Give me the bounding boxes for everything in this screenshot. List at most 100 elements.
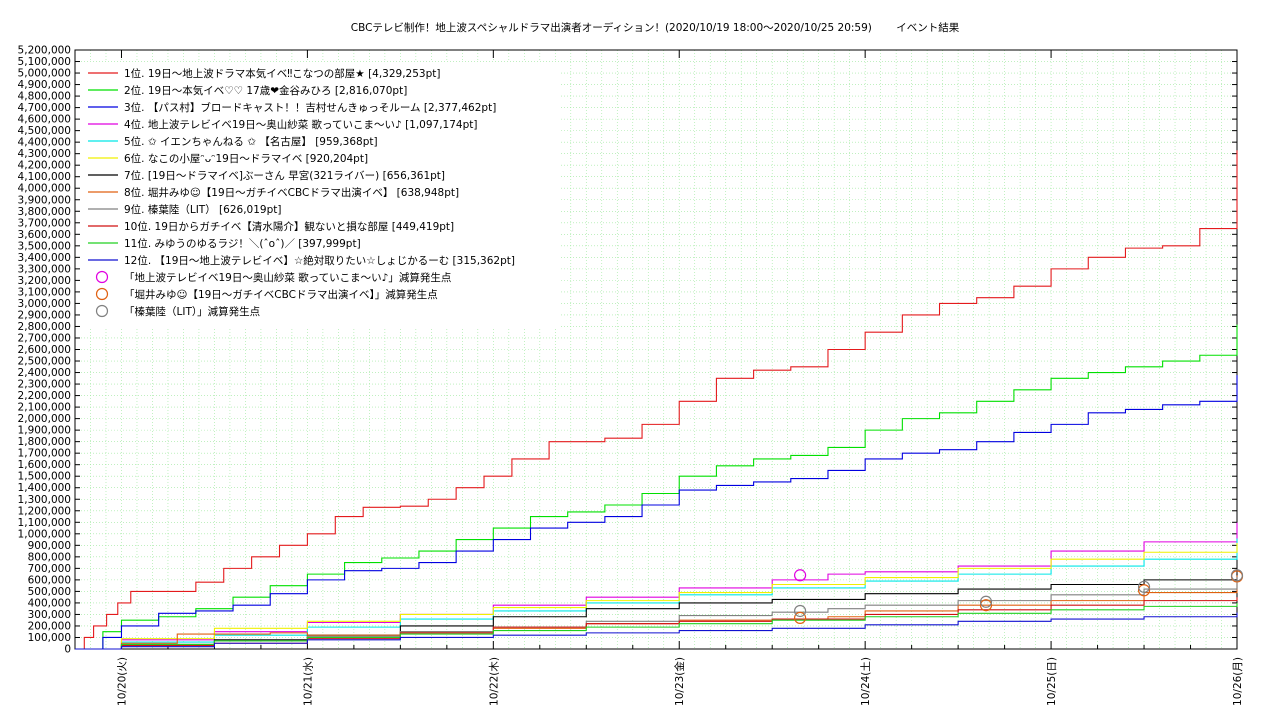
y-tick-label: 2,800,000 <box>18 321 71 333</box>
x-tick-label: 10/25(日) <box>1046 657 1058 706</box>
y-tick-label: 3,700,000 <box>18 217 71 229</box>
legend-marker <box>95 304 109 318</box>
y-tick-label: 4,900,000 <box>18 79 71 91</box>
y-tick-label: 3,600,000 <box>18 229 71 241</box>
series-line-8 <box>75 575 1238 650</box>
y-tick-label: 3,400,000 <box>18 252 71 264</box>
legend-label: 1位. 19日〜地上波ドラマ本気イベ‼こなつの部屋★ [4,329,253pt] <box>124 67 440 80</box>
y-tick-label: 4,600,000 <box>18 114 71 126</box>
subtraction-marker <box>1230 569 1244 582</box>
y-tick-label: 3,500,000 <box>18 240 71 252</box>
legend-label: 11位. みゆうのゆるラジ！＼(ˆoˆ)／ [397,999pt] <box>124 237 361 250</box>
y-tick-label: 1,700,000 <box>18 448 71 460</box>
chart-title: CBCテレビ制作！地上波スペシャルドラマ出演者オーディション！(2020/10/… <box>350 22 960 34</box>
y-tick-label: 2,500,000 <box>18 356 71 368</box>
y-tick-label: 4,400,000 <box>18 137 71 149</box>
series-line-7 <box>75 573 1238 650</box>
y-tick-label: 300,000 <box>28 609 71 621</box>
legend-label: 6位. なこの小屋ᵔᴗᵔ19日〜ドラマイベ [920,204pt] <box>124 152 368 165</box>
y-tick-label: 2,700,000 <box>18 332 71 344</box>
subtraction-marker <box>979 595 993 608</box>
subtraction-marker <box>793 569 807 582</box>
legend-label: 3位. 【パス村】ブロードキャスト！！吉村せんきゅっそルーム [2,377,46… <box>124 101 496 114</box>
y-tick-label: 5,200,000 <box>18 45 71 57</box>
y-tick-label: 700,000 <box>28 563 71 575</box>
legend-label: 10位. 19日からガチイベ【清水陽介】観ないと損な部屋 [449,419pt] <box>124 220 454 233</box>
series-line-12 <box>75 612 1238 650</box>
y-tick-label: 200,000 <box>28 620 71 632</box>
legend-marker <box>95 287 109 301</box>
y-tick-label: 4,000,000 <box>18 183 71 195</box>
y-tick-label: 4,200,000 <box>18 160 71 172</box>
legend-label: 「地上波テレビイベ19日〜奥山紗菜 歌っていこま〜い♪」減算発生点 <box>124 271 451 284</box>
y-tick-label: 4,800,000 <box>18 91 71 103</box>
legend-label: 8位. 堀井みゆ☺【19日〜ガチイベCBCドラマ出演イベ】 [638,948pt… <box>124 186 459 199</box>
y-tick-label: 500,000 <box>28 586 71 598</box>
x-tick-label: 10/22(木) <box>488 657 500 706</box>
y-tick-label: 2,000,000 <box>18 413 71 425</box>
legend-label: 7位. [19日〜ドラマイベ]ぶーさん 早宮(321ライバー) [656,361… <box>124 169 445 182</box>
y-tick-label: 100,000 <box>28 632 71 644</box>
y-tick-label: 2,900,000 <box>18 309 71 321</box>
legend-label: 2位. 19日〜本気イベ♡♡ 17歳❤金谷みひろ [2,816,070pt] <box>124 84 407 97</box>
series-line-6 <box>75 543 1238 650</box>
y-tick-label: 4,100,000 <box>18 171 71 183</box>
y-tick-label: 3,000,000 <box>18 298 71 310</box>
y-tick-label: 1,300,000 <box>18 494 71 506</box>
y-tick-label: 900,000 <box>28 540 71 552</box>
y-tick-label: 800,000 <box>28 551 71 563</box>
legend: 1位. 19日〜地上波ドラマ本気イベ‼こなつの部屋★ [4,329,253pt]… <box>80 62 560 327</box>
x-tick-label: 10/23(金) <box>673 657 686 706</box>
y-tick-label: 1,200,000 <box>18 505 71 517</box>
y-tick-label: 4,500,000 <box>18 125 71 137</box>
y-tick-label: 3,800,000 <box>18 206 71 218</box>
y-tick-label: 2,200,000 <box>18 390 71 402</box>
y-tick-label: 3,100,000 <box>18 286 71 298</box>
marker-layer <box>793 569 1244 624</box>
legend-label: 5位. ✩ イエンちゃんねる ✩ 【名古屋】 [959,368pt] <box>124 135 378 148</box>
subtraction-marker <box>1137 584 1151 597</box>
x-tick-label: 10/24(土) <box>859 657 872 706</box>
y-tick-label: 1,600,000 <box>18 459 71 471</box>
y-tick-label: 3,200,000 <box>18 275 71 287</box>
y-tick-label: 5,000,000 <box>18 68 71 80</box>
y-tick-label: 1,900,000 <box>18 425 71 437</box>
y-tick-label: 400,000 <box>28 597 71 609</box>
subtraction-marker <box>793 611 807 624</box>
legend-label: 12位. 【19日〜地上波テレビイベ】☆絶対取りたい☆しょじかるーむ [315,… <box>124 254 515 267</box>
y-tick-label: 2,400,000 <box>18 367 71 379</box>
series-line-9 <box>75 576 1238 650</box>
y-tick-label: 2,100,000 <box>18 402 71 414</box>
axis-layer: 0100,000200,000300,000400,000500,000600,… <box>18 45 1244 706</box>
y-tick-label: 4,300,000 <box>18 148 71 160</box>
y-tick-label: 2,300,000 <box>18 379 71 391</box>
y-tick-label: 5,100,000 <box>18 56 71 68</box>
series-layer <box>75 150 1238 650</box>
subtraction-marker <box>793 604 807 618</box>
subtraction-marker <box>1137 580 1151 593</box>
y-tick-label: 600,000 <box>28 574 71 586</box>
x-tick-label: 10/20(火) <box>116 657 128 706</box>
y-tick-label: 3,900,000 <box>18 194 71 206</box>
y-tick-label: 2,600,000 <box>18 344 71 356</box>
subtraction-marker <box>979 599 993 612</box>
y-tick-label: 1,500,000 <box>18 471 71 483</box>
y-tick-label: 1,800,000 <box>18 436 71 448</box>
legend-label: 「堀井みゆ☺【19日〜ガチイベCBCドラマ出演イベ】」減算発生点 <box>124 288 438 301</box>
y-tick-label: 1,400,000 <box>18 482 71 494</box>
series-line-11 <box>75 603 1238 650</box>
y-tick-label: 4,700,000 <box>18 102 71 114</box>
y-tick-label: 1,100,000 <box>18 517 71 529</box>
y-tick-label: 0 <box>64 644 71 656</box>
legend-label: 4位. 地上波テレビイベ19日〜奥山紗菜 歌っていこま〜い♪ [1,097,17… <box>124 118 477 131</box>
legend-label: 「榛葉陸（LIT）」減算発生点 <box>124 305 260 318</box>
y-tick-label: 1,000,000 <box>18 528 71 540</box>
x-tick-label: 10/21(水) <box>302 657 314 706</box>
legend-marker <box>95 270 109 284</box>
legend-label: 9位. 榛葉陸（LIT） [626,019pt] <box>124 203 281 216</box>
x-tick-label: 10/26(月) <box>1232 657 1244 706</box>
series-line-4 <box>75 522 1238 650</box>
series-line-1 <box>75 150 1238 650</box>
series-line-3 <box>75 375 1238 650</box>
